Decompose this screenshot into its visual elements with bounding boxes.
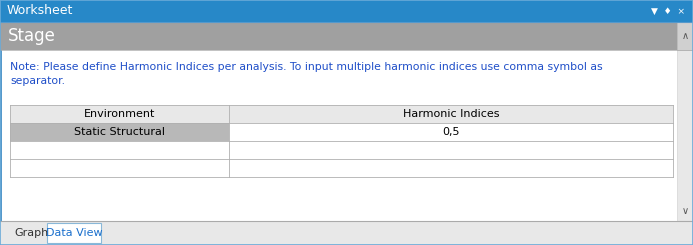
Text: Graph: Graph — [14, 228, 49, 238]
Bar — [0, 50, 677, 221]
Bar — [677, 22, 693, 50]
Text: ∧: ∧ — [681, 31, 689, 41]
Text: Environment: Environment — [84, 109, 155, 119]
Bar — [0, 50, 2, 221]
Bar — [10, 123, 229, 141]
Text: Worksheet: Worksheet — [7, 4, 73, 17]
Bar — [10, 105, 673, 177]
Bar — [10, 105, 673, 123]
Bar — [0, 0, 693, 22]
Text: Static Structural: Static Structural — [74, 127, 165, 137]
Text: Harmonic Indices: Harmonic Indices — [403, 109, 499, 119]
Bar — [0, 22, 677, 50]
Bar — [0, 221, 693, 245]
Bar — [677, 50, 693, 221]
Text: Stage: Stage — [8, 27, 56, 45]
Text: ▼  ♦  ×: ▼ ♦ × — [651, 7, 685, 15]
Text: ∨: ∨ — [681, 206, 689, 216]
Text: Note: Please define Harmonic Indices per analysis. To input multiple harmonic in: Note: Please define Harmonic Indices per… — [10, 62, 603, 86]
Bar — [47, 223, 101, 243]
Text: 0,5: 0,5 — [442, 127, 459, 137]
Text: Data View: Data View — [46, 228, 103, 238]
